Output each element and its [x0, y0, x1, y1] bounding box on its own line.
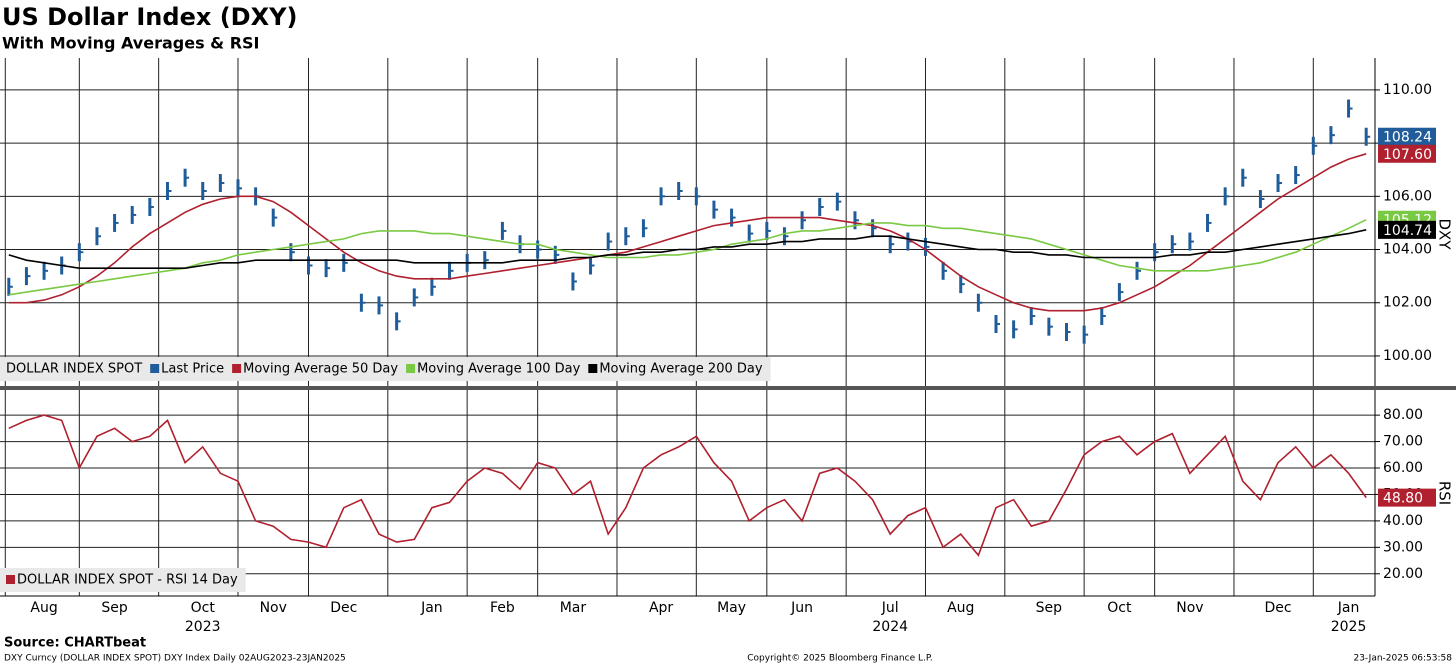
- y-tick-label: 106.00: [1383, 188, 1432, 204]
- legend-label: Moving Average 100 Day: [417, 362, 581, 377]
- series-line: [8, 229, 1367, 269]
- y-tick-label: 60.00: [1383, 460, 1423, 476]
- x-tick-label: Apr: [649, 600, 673, 616]
- footer-right: 23-Jan-2025 06:53:58: [1353, 654, 1452, 664]
- legend-swatch: [406, 364, 416, 373]
- series-line: [8, 218, 1367, 296]
- x-tick-label: Jul: [881, 600, 899, 616]
- y-tick-label: 100.00: [1383, 348, 1432, 364]
- x-tick-label: Jun: [790, 600, 813, 616]
- y-tick-label: 30.00: [1383, 539, 1423, 555]
- last-value-label: 104.74: [1383, 223, 1432, 239]
- x-tick-label: Jan: [1337, 600, 1360, 616]
- x-tick-label: Oct: [1107, 600, 1132, 616]
- legend-label: Last Price: [161, 362, 224, 377]
- legend-label: Moving Average 50 Day: [243, 362, 398, 377]
- legend: DOLLAR INDEX SPOT - RSI 14 Day: [0, 568, 246, 592]
- legend-label: DOLLAR INDEX SPOT - RSI 14 Day: [17, 573, 238, 588]
- year-label: 2024: [872, 619, 908, 635]
- y-tick-label: 20.00: [1383, 566, 1423, 582]
- legend-prefix: DOLLAR INDEX SPOT: [6, 362, 142, 377]
- footer-left: DXY Curncy (DOLLAR INDEX SPOT) DXY Index…: [4, 654, 346, 664]
- last-value-label: 107.60: [1383, 147, 1432, 163]
- last-value-label: 48.80: [1383, 491, 1423, 507]
- legend-swatch: [6, 575, 15, 584]
- last-value-label: 108.24: [1383, 130, 1432, 146]
- legend-label: Moving Average 200 Day: [599, 362, 763, 377]
- y-tick-label: 102.00: [1383, 295, 1432, 311]
- last-value-box: [1378, 220, 1436, 239]
- y-tick-label: 40.00: [1383, 513, 1423, 529]
- legend: DOLLAR INDEX SPOT Last Price Moving Averag…: [0, 357, 771, 381]
- y-tick-label: 70.00: [1383, 434, 1423, 450]
- series-line: [8, 414, 1367, 557]
- y-tick-label: 80.00: [1383, 407, 1423, 423]
- y-tick-label: 104.00: [1383, 242, 1432, 258]
- legend-swatch: [588, 364, 598, 373]
- x-tick-label: Feb: [490, 600, 515, 616]
- x-tick-label: Dec: [330, 600, 357, 616]
- x-tick-label: Jan: [420, 600, 443, 616]
- legend-bg: [0, 357, 771, 381]
- y-tick-label: 110.00: [1383, 82, 1432, 98]
- year-label: 2025: [1331, 619, 1367, 635]
- axis-title: RSI: [1436, 481, 1454, 505]
- x-tick-label: Sep: [101, 600, 128, 616]
- last-value-box: [1378, 144, 1436, 163]
- footer-center: Copyright© 2025 Bloomberg Finance L.P.: [747, 654, 932, 664]
- chart-subtitle: With Moving Averages & RSI: [2, 34, 259, 53]
- x-tick-label: Dec: [1264, 600, 1291, 616]
- legend-swatch: [150, 364, 160, 373]
- source: Source: CHARTbeat: [4, 636, 146, 651]
- chart-title: US Dollar Index (DXY): [2, 3, 297, 31]
- legend-bg: [0, 568, 246, 592]
- last-value-box: [1378, 488, 1436, 507]
- x-tick-label: Aug: [947, 600, 974, 616]
- series-line: [8, 153, 1367, 312]
- x-tick-label: Sep: [1036, 600, 1063, 616]
- legend-swatch: [232, 364, 242, 373]
- axis-title: DXY: [1436, 219, 1454, 251]
- x-tick-label: Oct: [191, 600, 216, 616]
- x-tick-label: May: [717, 600, 746, 616]
- x-tick-label: Nov: [1176, 600, 1203, 616]
- x-tick-label: Mar: [560, 600, 587, 616]
- x-tick-label: Aug: [30, 600, 57, 616]
- x-tick-label: Nov: [260, 600, 287, 616]
- year-label: 2023: [185, 619, 221, 635]
- last-value-box: [1378, 127, 1436, 146]
